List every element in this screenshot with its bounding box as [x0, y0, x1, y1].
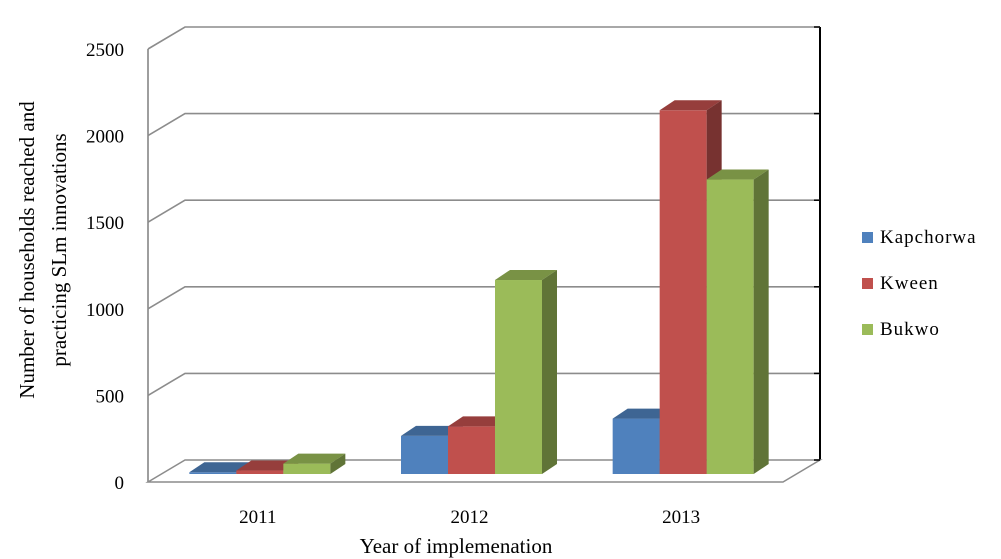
gridline: [147, 112, 820, 137]
bar-bukwo-2011: [283, 453, 346, 474]
x-axis-title: Year of implemenation: [360, 534, 553, 558]
bar-front: [189, 472, 237, 474]
y-tick-label: 2000: [86, 127, 124, 148]
bar-front: [283, 463, 331, 474]
bar-side: [542, 270, 557, 474]
x-tick-label: 2013: [662, 507, 700, 528]
bar-top: [283, 453, 346, 464]
bar-top: [236, 460, 299, 471]
bar-top: [401, 425, 463, 436]
gridline: [147, 26, 820, 50]
bar-bukwo-2013: [706, 169, 769, 474]
bar-front: [659, 110, 707, 474]
bar-side: [753, 169, 769, 474]
bar-top: [612, 408, 675, 419]
y-tick-label: 0: [115, 473, 125, 494]
bar-top: [448, 416, 510, 427]
y-tick-label: 1500: [86, 213, 124, 234]
legend: Kapchorwa Kween Bukwo: [862, 227, 977, 340]
y-axis-title-line-2: practicing SLm innovations: [47, 133, 71, 366]
x-axis-ticks: 2011 2012 2013: [239, 507, 700, 528]
y-axis-title-line-1: Number of households reached and: [15, 101, 39, 399]
legend-label-bukwo: Bukwo: [880, 319, 940, 340]
gridlines: [147, 26, 820, 461]
legend-swatch-bukwo: [862, 324, 873, 335]
bar-top: [495, 270, 557, 281]
y-axis-ticks: 0 500 1000 1500 2000 2500: [86, 40, 124, 494]
bar-bukwo-2012: [495, 270, 557, 474]
bar-front: [495, 280, 542, 474]
bar-front: [448, 426, 495, 474]
legend-swatch-kween: [862, 278, 873, 289]
bar-front: [401, 435, 448, 474]
legend-label-kapchorwa: Kapchorwa: [880, 227, 977, 248]
bar-top: [659, 100, 722, 111]
bar-top: [189, 462, 252, 473]
gridline: [147, 372, 820, 397]
bar-front: [612, 418, 660, 474]
bar-front: [236, 470, 284, 474]
y-tick-label: 1000: [86, 300, 124, 321]
x-tick-label: 2012: [451, 507, 489, 528]
bar-front: [706, 179, 754, 474]
x-tick-label: 2011: [239, 507, 276, 528]
y-tick-label: 2500: [86, 40, 124, 61]
bar-side: [330, 453, 346, 474]
y-tick-label: 500: [96, 386, 125, 407]
legend-swatch-kapchorwa: [862, 232, 873, 243]
gridline: [147, 286, 820, 310]
legend-label-kween: Kween: [880, 273, 939, 294]
bar-top: [706, 169, 769, 180]
bars: [189, 100, 769, 474]
gridline: [147, 199, 820, 223]
